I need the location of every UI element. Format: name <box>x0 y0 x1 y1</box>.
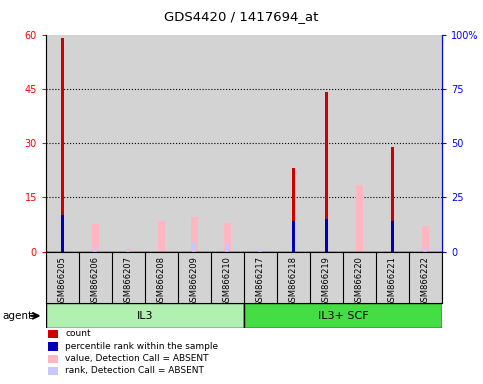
Bar <box>61 215 64 252</box>
Bar <box>93 248 98 252</box>
Text: GSM866208: GSM866208 <box>157 256 166 307</box>
Bar <box>191 217 198 252</box>
Bar <box>258 249 262 252</box>
Text: IL3+ SCF: IL3+ SCF <box>318 311 368 321</box>
Text: GSM866217: GSM866217 <box>256 256 265 307</box>
Text: GSM866219: GSM866219 <box>322 256 331 306</box>
Bar <box>356 185 363 252</box>
Bar <box>92 224 99 252</box>
Bar <box>158 221 165 252</box>
Text: GDS4420 / 1417694_at: GDS4420 / 1417694_at <box>164 10 319 23</box>
Bar <box>292 221 295 252</box>
Text: GSM866205: GSM866205 <box>58 256 67 306</box>
Text: GSM866210: GSM866210 <box>223 256 232 306</box>
Text: GSM866222: GSM866222 <box>421 256 430 306</box>
Bar <box>391 147 394 252</box>
Text: GSM866207: GSM866207 <box>124 256 133 307</box>
Text: percentile rank within the sample: percentile rank within the sample <box>65 342 218 351</box>
Bar <box>292 168 295 252</box>
Bar <box>325 93 328 252</box>
Bar <box>424 248 427 252</box>
Bar <box>192 242 197 252</box>
Bar <box>391 221 394 252</box>
Bar <box>127 250 130 252</box>
Bar <box>244 303 442 328</box>
Text: count: count <box>65 329 91 338</box>
Bar <box>46 303 244 328</box>
Bar <box>125 248 132 252</box>
Text: GSM866221: GSM866221 <box>388 256 397 306</box>
Bar <box>61 38 64 252</box>
Text: GSM866206: GSM866206 <box>91 256 100 307</box>
Text: agent: agent <box>2 311 32 321</box>
Text: GSM866220: GSM866220 <box>355 256 364 306</box>
Text: rank, Detection Call = ABSENT: rank, Detection Call = ABSENT <box>65 366 204 375</box>
Text: GSM866209: GSM866209 <box>190 256 199 306</box>
Bar <box>224 223 231 252</box>
Bar <box>422 226 429 252</box>
Text: GSM866218: GSM866218 <box>289 256 298 307</box>
Text: value, Detection Call = ABSENT: value, Detection Call = ABSENT <box>65 354 209 363</box>
Bar <box>325 219 328 252</box>
Text: IL3: IL3 <box>137 311 153 321</box>
Bar <box>226 244 229 252</box>
